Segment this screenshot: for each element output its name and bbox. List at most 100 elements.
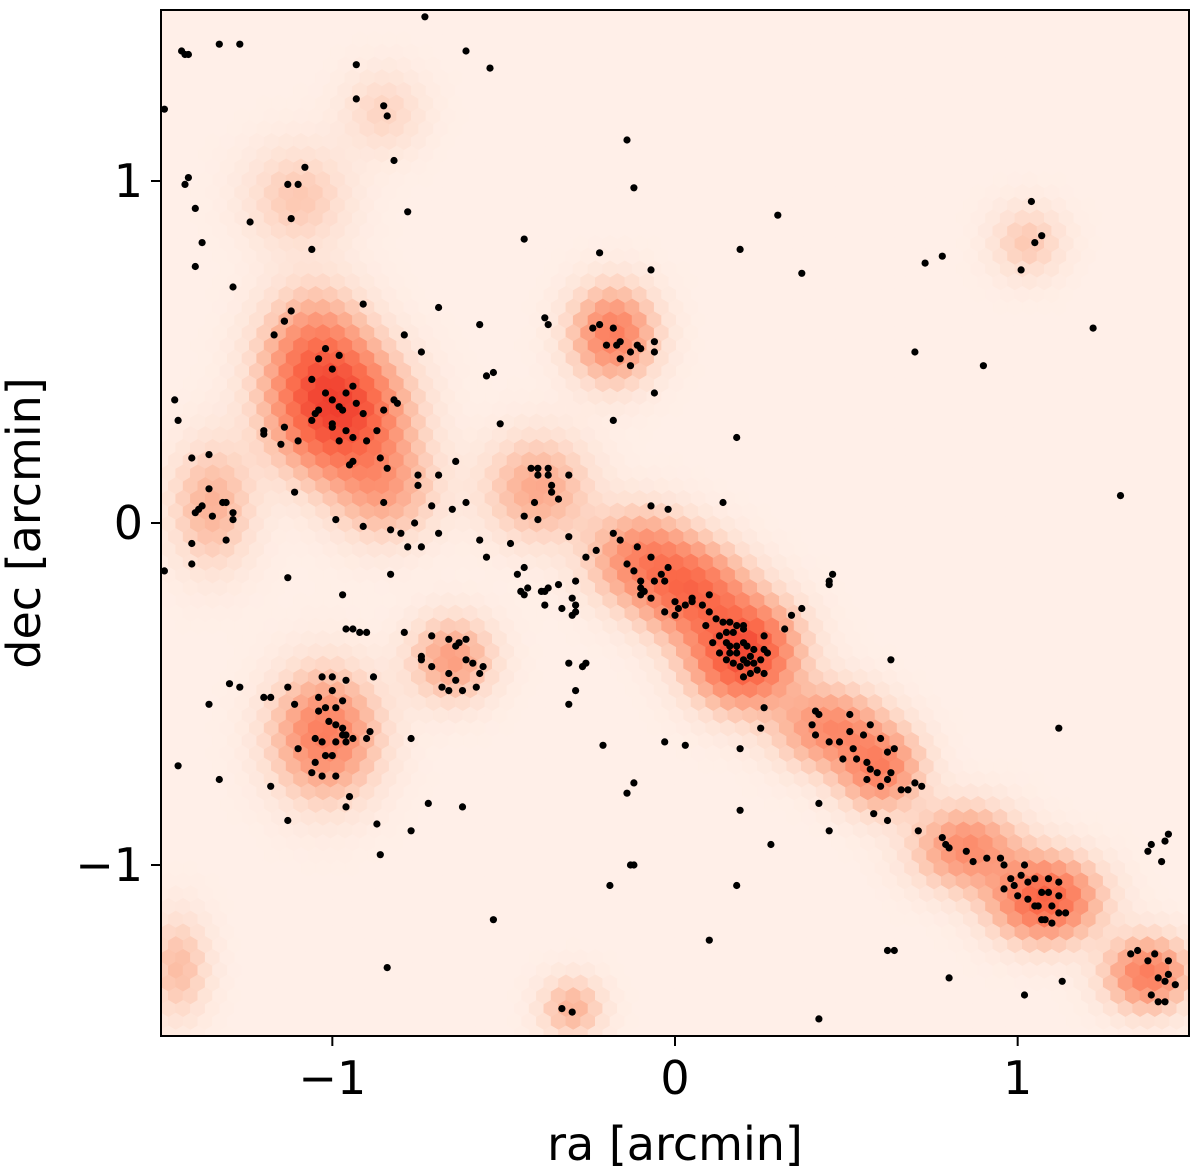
- hexbin-cell: [469, 10, 471, 11]
- hexbin-cell: [139, 70, 154, 87]
- hexbin-cell: [1192, 439, 1200, 456]
- hexbin-cell: [1192, 643, 1200, 660]
- hexbin-cell: [705, 10, 707, 11]
- hexbin-cell: [139, 809, 154, 826]
- hexbin-cell: [1192, 159, 1200, 176]
- hexbin-cell: [263, 10, 265, 11]
- density-hexbins: [139, 0, 1200, 1036]
- hexbin-cell: [161, 876, 162, 886]
- hexbin-cell: [139, 248, 154, 265]
- hexbin-cell: [161, 698, 162, 708]
- hexbin-cell: [161, 213, 162, 223]
- hexbin-cell: [1192, 847, 1200, 864]
- hexbin-cell: [161, 239, 162, 249]
- hexbin-cell: [161, 723, 162, 733]
- hexbin-cell: [1192, 184, 1200, 201]
- hexbin-cell: [1192, 82, 1200, 99]
- hexbin-cell: [1192, 235, 1200, 252]
- hexbin-cell: [139, 682, 154, 699]
- hexbin-cell: [1192, 822, 1200, 839]
- hexbin-cell: [161, 366, 162, 376]
- hexbin-cell: [1192, 745, 1200, 762]
- hexbin-cell: [139, 376, 154, 393]
- hexbin-cell: [602, 10, 604, 11]
- hexbin-cell: [1117, 10, 1119, 11]
- hexbin-cell: [161, 137, 162, 147]
- hexbin-cell: [161, 417, 162, 427]
- hexbin-cell: [1073, 10, 1075, 11]
- hexbin-cell: [1192, 465, 1200, 482]
- hexbin-cell: [1029, 10, 1031, 11]
- hexbin-cell: [484, 10, 486, 11]
- hexbin-cell: [940, 10, 942, 11]
- hexbin-cell: [139, 707, 154, 724]
- hexbin-cell: [139, 631, 154, 648]
- hexbin-cell: [1192, 133, 1200, 150]
- hexbin-cell: [139, 733, 154, 750]
- hexbin-cell: [1014, 10, 1016, 11]
- hexbin-cell: [161, 35, 162, 45]
- hexbin-cell: [161, 621, 162, 631]
- hexbin-cell: [139, 0, 154, 10]
- hexbin-cell: [161, 341, 162, 351]
- hexbin-cell: [139, 554, 154, 571]
- hexbin-cell: [440, 10, 442, 11]
- hexbin-cell: [292, 10, 295, 11]
- hexbin-cell: [572, 10, 574, 11]
- hexbin-cell: [999, 10, 1001, 11]
- hexbin-cell: [161, 162, 162, 172]
- hexbin-cell: [161, 60, 162, 70]
- hexbin-cell: [139, 274, 154, 291]
- hexbin-cell: [1192, 567, 1200, 584]
- hexbin-cell: [926, 10, 928, 11]
- hexbin-cell: [1176, 10, 1178, 11]
- hexbin-cell: [1058, 10, 1060, 11]
- hexbin-cell: [631, 10, 633, 11]
- hexbin-cell: [204, 10, 206, 11]
- hexbin-cell: [764, 10, 766, 11]
- hexbin-cell: [1192, 516, 1200, 533]
- hexbin-cell: [161, 825, 162, 835]
- hexbin-cell: [734, 10, 736, 11]
- hexbin-cell: [1192, 108, 1200, 125]
- hexbin-cell: [139, 478, 154, 495]
- hexbin-cell: [139, 121, 154, 138]
- hexbin-cell: [1192, 31, 1200, 48]
- hexbin-cell: [161, 86, 162, 96]
- hexbin-cell: [139, 427, 154, 444]
- hexbin-cell: [1192, 796, 1200, 813]
- hexbin-cell: [161, 774, 162, 784]
- hexbin-cell: [278, 10, 280, 11]
- hexbin-cell: [410, 10, 412, 11]
- hexbin-cell: [1192, 388, 1200, 405]
- hexbin-cell: [161, 111, 162, 121]
- hexbin-cell: [248, 10, 250, 11]
- hexbin-cell: [1192, 592, 1200, 609]
- hexbin-cell: [1192, 669, 1200, 686]
- hexbin-cell: [1146, 10, 1148, 11]
- hexbin-cell: [1192, 490, 1200, 507]
- hexbin-cell: [852, 10, 854, 11]
- hexbin-cell: [161, 264, 162, 274]
- hexbin-cell: [161, 468, 162, 478]
- hexbin-cell: [984, 10, 987, 11]
- hexbin-cell: [970, 10, 972, 11]
- hexbin-cell: [425, 10, 427, 11]
- hexbin-cell: [189, 10, 191, 11]
- hexbin-cell: [1132, 10, 1134, 11]
- hexbin-cell: [690, 10, 692, 11]
- hexbin-cell: [175, 10, 177, 11]
- hexbin-cell: [139, 223, 154, 240]
- hexbin-cell: [161, 647, 162, 657]
- hexbin-cell: [307, 10, 309, 11]
- hexbin-cell: [1192, 57, 1200, 74]
- hexbin-cell: [161, 392, 162, 402]
- hexbin-cell: [1192, 312, 1200, 329]
- hexbin-cell: [1087, 10, 1090, 11]
- hexbin-cell: [139, 325, 154, 342]
- hexbin-cell: [161, 188, 162, 198]
- hexbin-cell: [1102, 10, 1104, 11]
- hexbin-cell: [139, 401, 154, 418]
- hexbin-cell: [161, 800, 162, 810]
- hexbin-cell: [1184, 0, 1199, 10]
